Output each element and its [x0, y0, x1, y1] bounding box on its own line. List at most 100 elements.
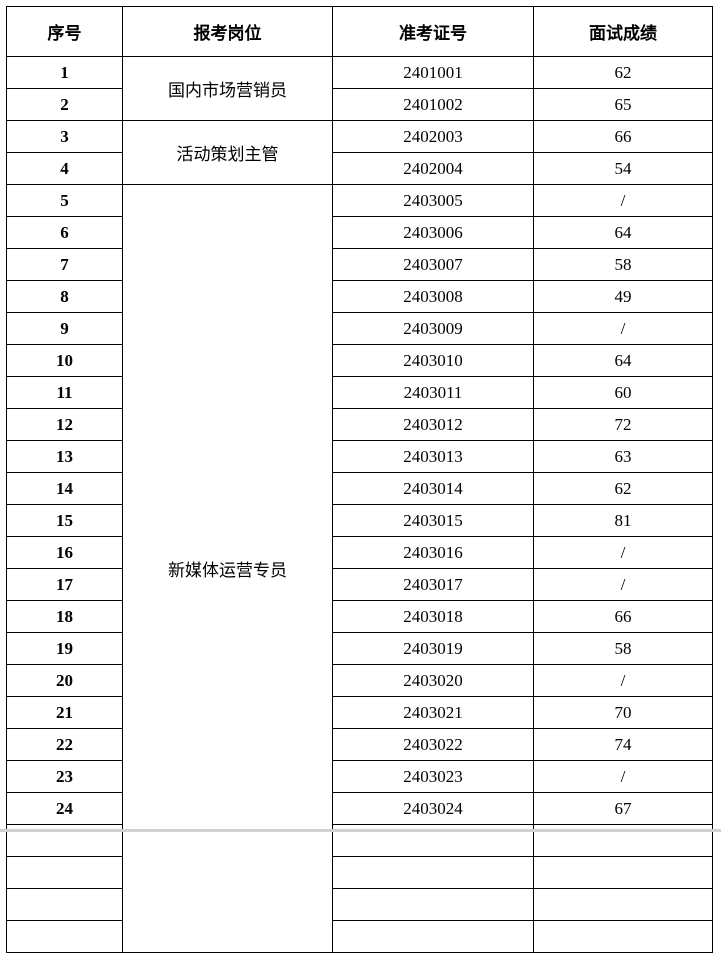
row-number: 8 [6, 280, 123, 313]
exam-id: 2403008 [332, 280, 534, 313]
exam-id: 2403023 [332, 760, 534, 793]
table-row: 15 2403015 81 [6, 504, 713, 537]
exam-id [332, 920, 534, 953]
row-number: 6 [6, 216, 123, 249]
exam-id: 2403016 [332, 536, 534, 569]
table-row: 19 2403019 58 [6, 632, 713, 665]
row-number: 19 [6, 632, 123, 665]
exam-id: 2403024 [332, 792, 534, 825]
score: 63 [533, 440, 713, 473]
score: 62 [533, 56, 713, 89]
exam-id: 2403017 [332, 568, 534, 601]
interview-score-table: 序号 报考岗位 准考证号 面试成绩 1 国内市场营销员 2401001 62 2 2401… [6, 6, 713, 953]
row-number: 16 [6, 536, 123, 569]
header-position: 报考岗位 [122, 6, 333, 57]
score: 58 [533, 248, 713, 281]
score: 54 [533, 152, 713, 185]
row-number: 15 [6, 504, 123, 537]
score [533, 888, 713, 921]
row-number: 23 [6, 760, 123, 793]
table-row: 1 国内市场营销员 2401001 62 [6, 56, 713, 121]
table-row: 14 2403014 62 [6, 472, 713, 505]
score: 62 [533, 472, 713, 505]
table-row: 24 2403024 67 [6, 792, 713, 825]
table-row: 6 2403006 64 [6, 216, 713, 249]
exam-id: 2403022 [332, 728, 534, 761]
exam-id: 2403019 [332, 632, 534, 665]
exam-id: 2402003 [332, 120, 534, 153]
row-number: 9 [6, 312, 123, 345]
score: 72 [533, 408, 713, 441]
score: / [533, 536, 713, 569]
table-row: 16 2403016/ [6, 536, 713, 569]
header-exam-id: 准考证号 [332, 6, 534, 57]
exam-id: 2403010 [332, 344, 534, 377]
table-row: 13 2403013 63 [6, 440, 713, 473]
table-row: 10 2403010 64 [6, 344, 713, 377]
row-number: 20 [6, 664, 123, 697]
table-row: 5 新媒体运营专员 2403005/ [6, 184, 713, 953]
row-number: 3 [6, 120, 123, 153]
row-number: 2 [6, 88, 123, 121]
table-row [6, 856, 713, 889]
table-row: 17 2403017/ [6, 568, 713, 601]
exam-id: 2402004 [332, 152, 534, 185]
score: / [533, 184, 713, 217]
table-row: 3 活动策划主管 2402003 66 [6, 120, 713, 185]
row-number: 12 [6, 408, 123, 441]
score: 74 [533, 728, 713, 761]
exam-id: 2403009 [332, 312, 534, 345]
score: 67 [533, 792, 713, 825]
exam-id: 2403015 [332, 504, 534, 537]
table-row: 8 2403008 49 [6, 280, 713, 313]
score: / [533, 664, 713, 697]
exam-id: 2403012 [332, 408, 534, 441]
exam-id: 2401002 [332, 88, 534, 121]
row-number: 17 [6, 568, 123, 601]
exam-id: 2401001 [332, 56, 534, 89]
row-number: 14 [6, 472, 123, 505]
score [533, 920, 713, 953]
exam-id: 2403020 [332, 664, 534, 697]
table-row: 7 2403007 58 [6, 248, 713, 281]
row-number: 4 [6, 152, 123, 185]
score: 64 [533, 216, 713, 249]
row-number: 7 [6, 248, 123, 281]
table-row: 11 2403011 60 [6, 376, 713, 409]
row-number: 13 [6, 440, 123, 473]
row-number: 18 [6, 600, 123, 633]
exam-id: 2403011 [332, 376, 534, 409]
score: 65 [533, 88, 713, 121]
table-row [6, 920, 713, 953]
exam-id: 2403014 [332, 472, 534, 505]
exam-id: 2403013 [332, 440, 534, 473]
exam-id: 2403005 [332, 184, 534, 217]
row-number: 5 [6, 184, 123, 217]
table-row: 20 2403020/ [6, 664, 713, 697]
exam-id: 2403018 [332, 600, 534, 633]
header-no: 序号 [6, 6, 123, 57]
row-number: 11 [6, 376, 123, 409]
table-row: 18 2403018 66 [6, 600, 713, 633]
row-number [6, 888, 123, 921]
table-row: 21 2403021 70 [6, 696, 713, 729]
table-row: 4 2402004 54 [6, 152, 713, 185]
row-number: 22 [6, 728, 123, 761]
score: 66 [533, 120, 713, 153]
bottom-scroll-edge [0, 829, 721, 832]
score: 70 [533, 696, 713, 729]
position-cell: 活动策划主管 [122, 120, 333, 185]
score: 81 [533, 504, 713, 537]
position-cell: 新媒体运营专员 [122, 184, 333, 953]
table-row: 23 2403023/ [6, 760, 713, 793]
table-row: 2 2401002 65 [6, 88, 713, 121]
score: 66 [533, 600, 713, 633]
exam-id: 2403007 [332, 248, 534, 281]
score: 60 [533, 376, 713, 409]
score: 49 [533, 280, 713, 313]
header-score: 面试成绩 [533, 6, 713, 57]
score: / [533, 312, 713, 345]
row-number: 1 [6, 56, 123, 89]
row-number [6, 920, 123, 953]
score: / [533, 760, 713, 793]
